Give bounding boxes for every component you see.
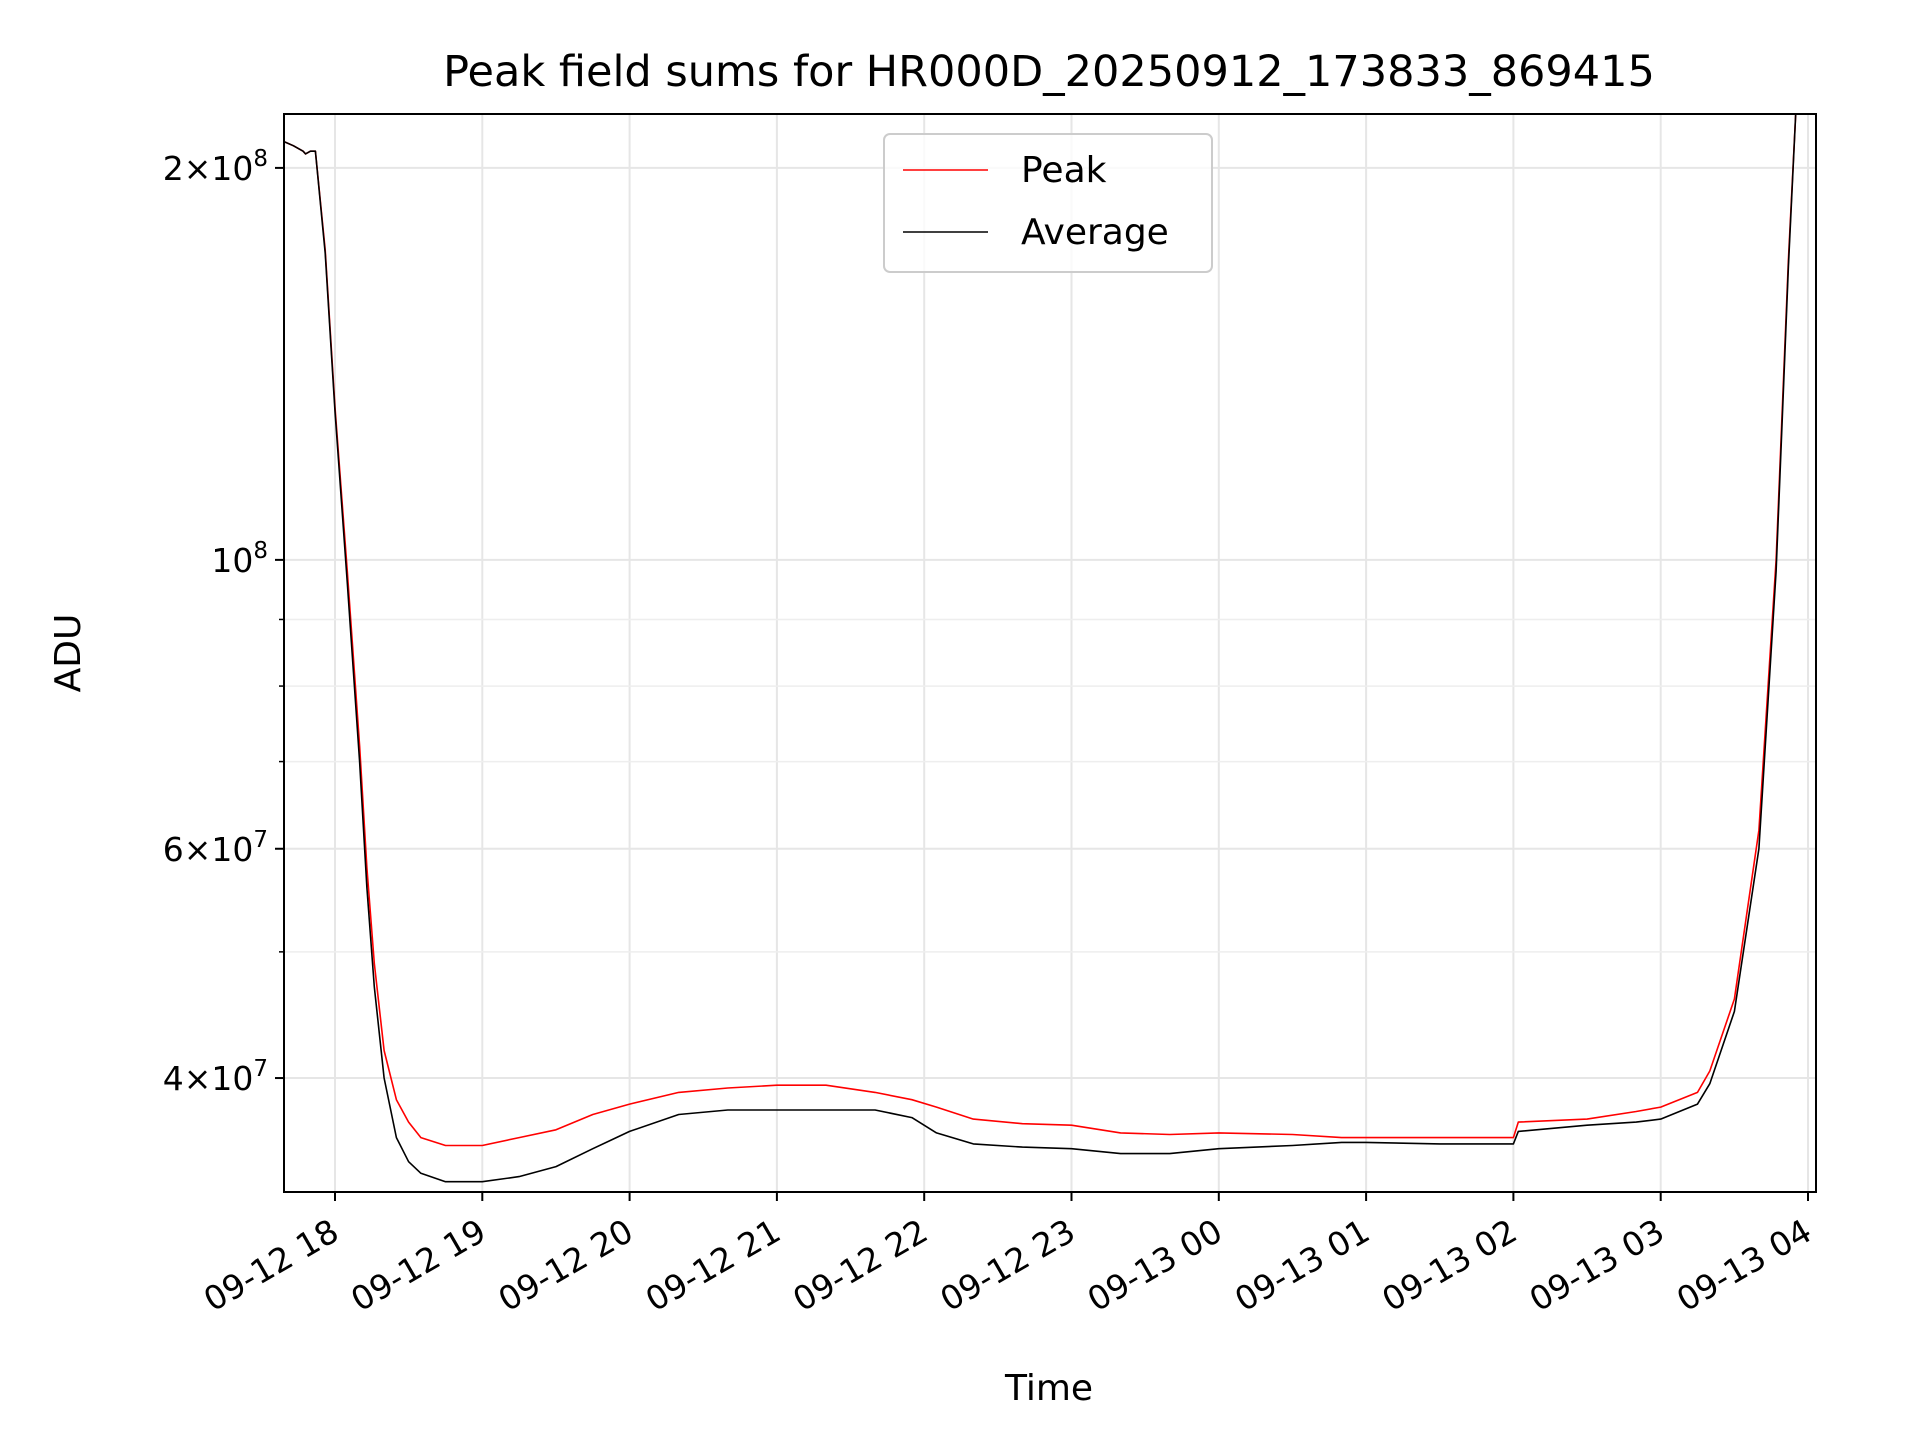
y-tick-label: 6×107	[163, 827, 268, 869]
series-line-peak	[284, 114, 1797, 1147]
y-axis-label: ADU	[48, 614, 89, 693]
y-tick-label: 2×108	[163, 146, 268, 188]
legend-box	[883, 133, 1213, 273]
chart-title: Peak field sums for HR000D_20250912_1738…	[443, 47, 1655, 97]
legend-label-average: Average	[1021, 212, 1169, 253]
y-axis: 4×107 6×107 108 2×108	[163, 146, 284, 1098]
x-axis-label: Time	[1004, 1368, 1093, 1409]
plot-frame	[283, 113, 1817, 1193]
series-layer	[284, 114, 1797, 1183]
y-tick-label: 108	[211, 538, 268, 580]
legend: Peak Average	[883, 133, 1213, 273]
series-line-average	[284, 114, 1797, 1183]
legend-label-peak: Peak	[1021, 150, 1107, 191]
y-tick-label: 4×107	[163, 1056, 268, 1098]
